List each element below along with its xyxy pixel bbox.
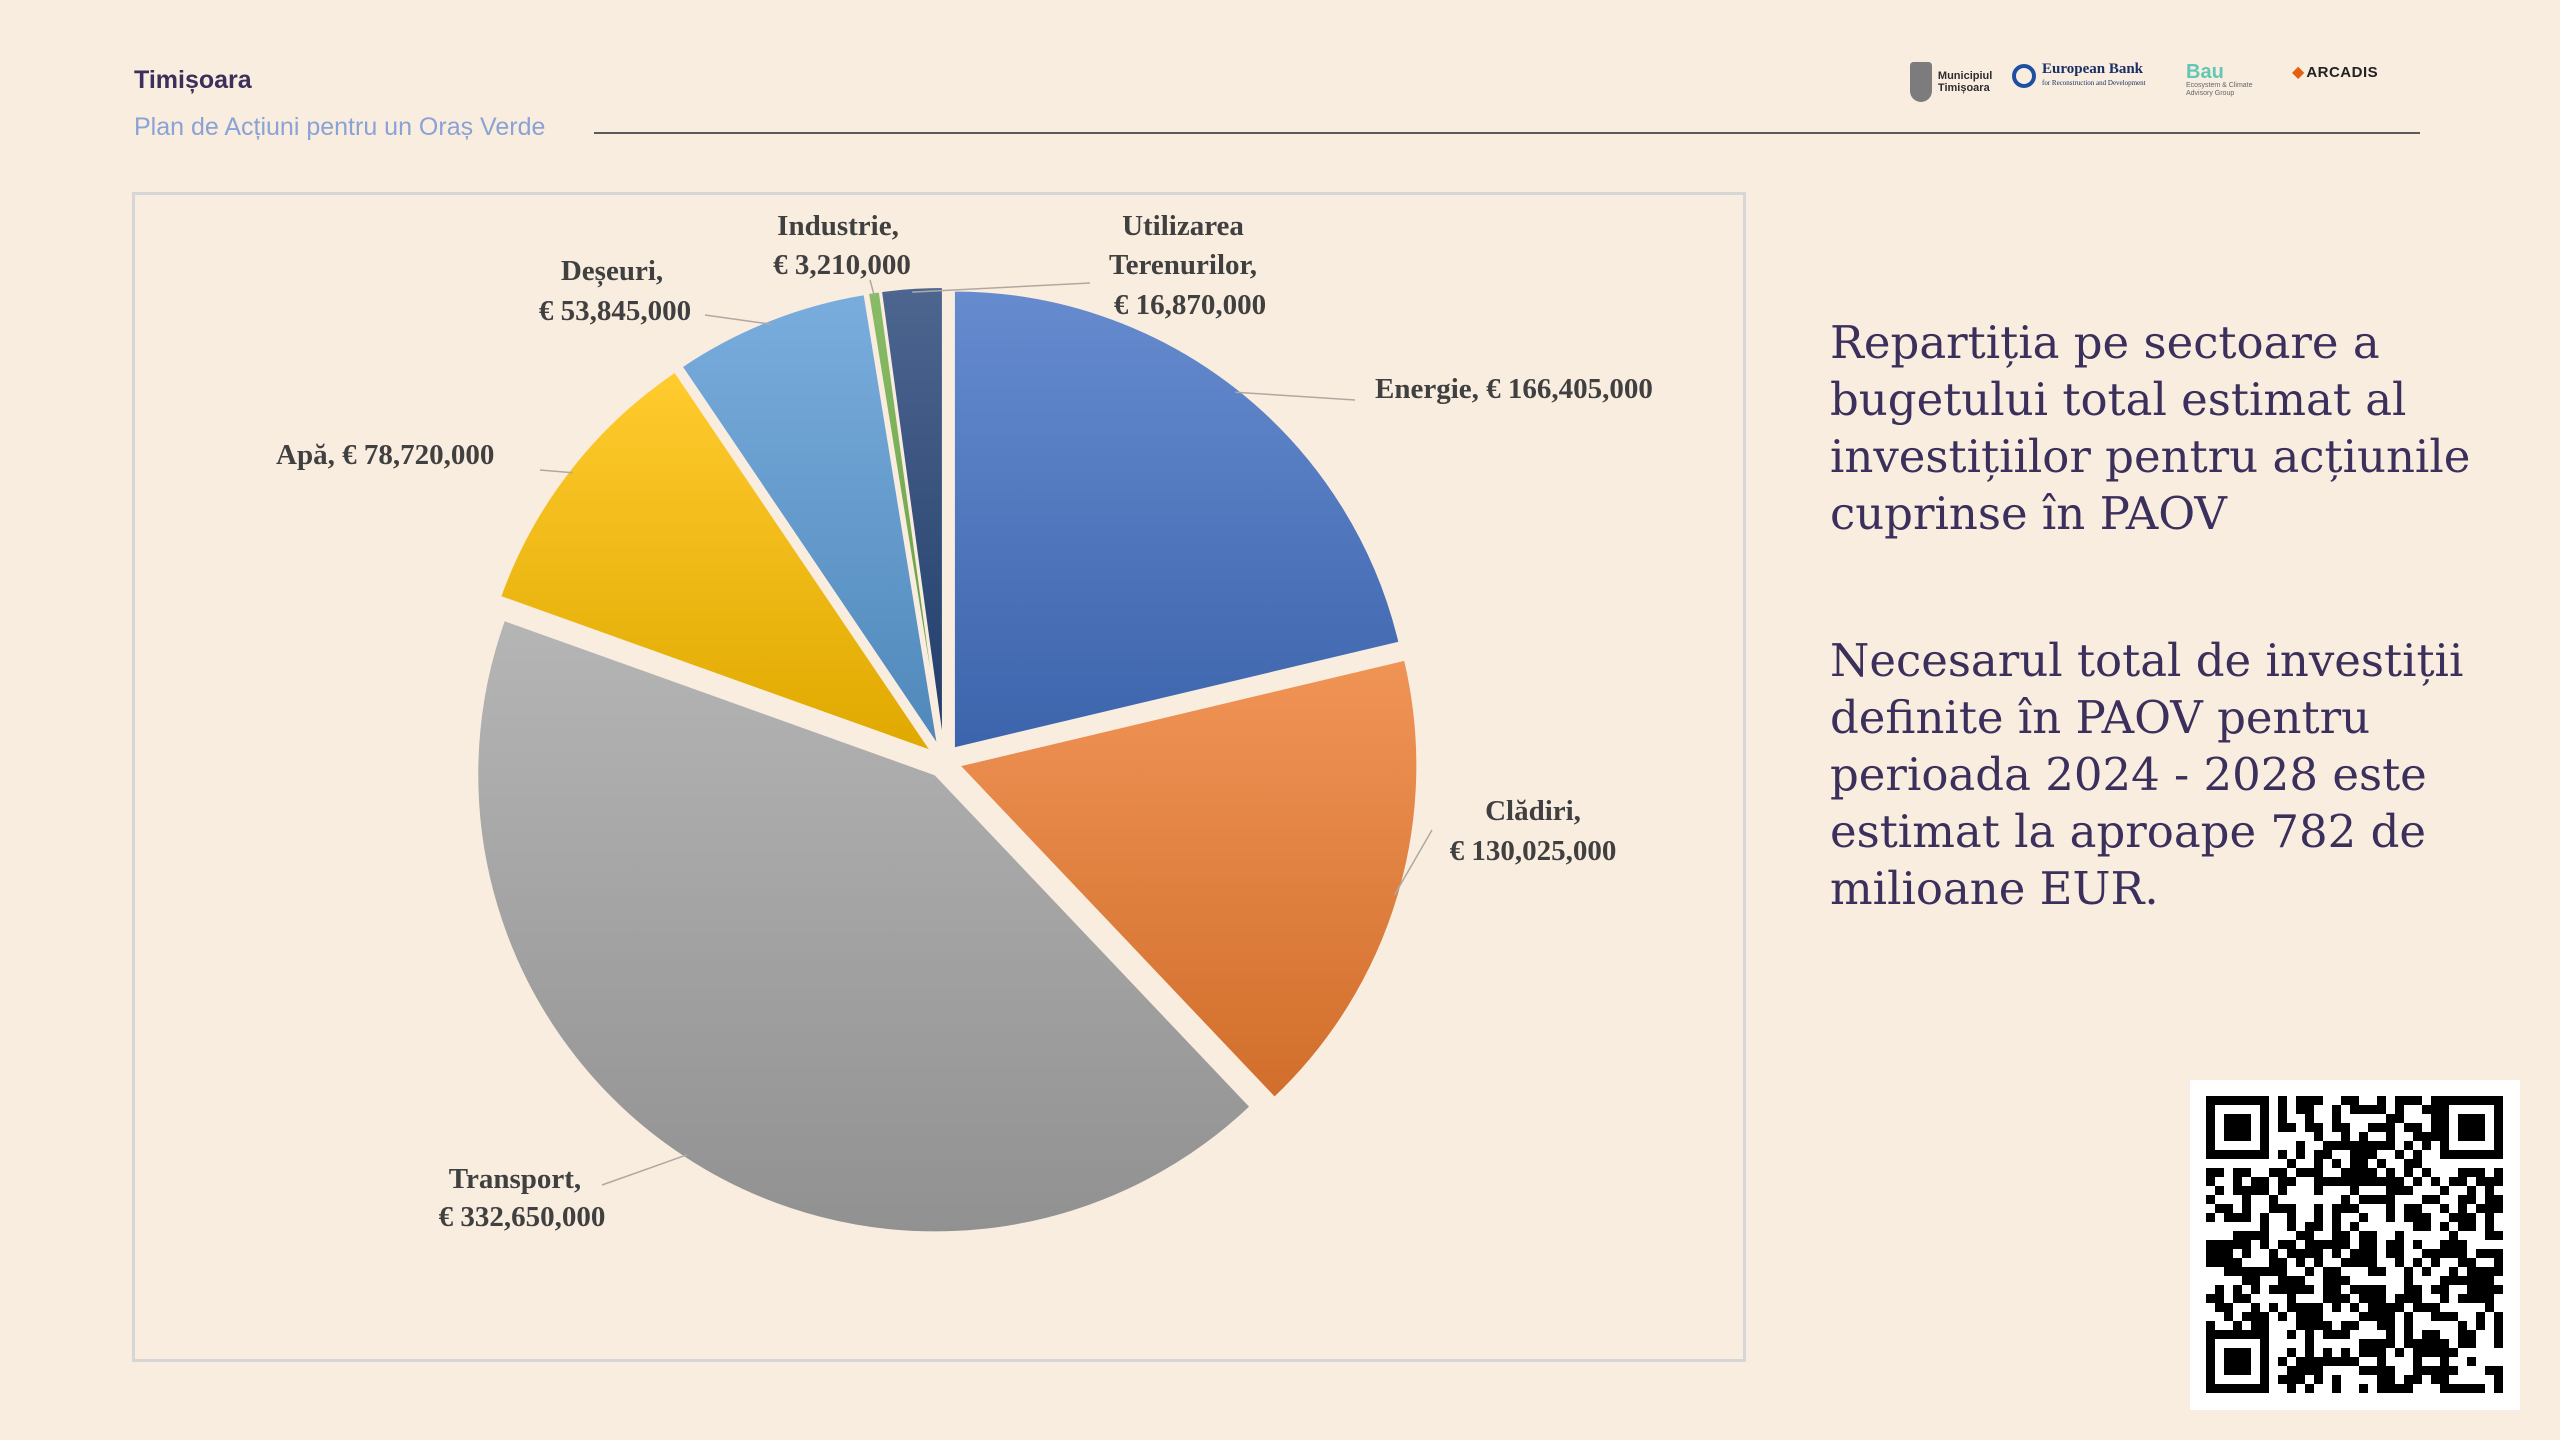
leader-line — [1235, 391, 1356, 401]
leader-line — [912, 282, 1091, 293]
data-label-industrie: Industrie, — [777, 210, 899, 242]
arcadis-logo-text: ARCADIS — [2306, 63, 2379, 81]
data-label-transport: € 332,650,000 — [439, 1201, 606, 1233]
pie-slice-utilizarea-terenurilor — [879, 286, 944, 746]
data-label-industrie: € 3,210,000 — [773, 249, 911, 281]
pie-slice-transport — [476, 618, 1252, 1234]
municipiu-logo-text: Municipiul Timișoara — [1937, 70, 1993, 94]
data-label-utilizarea-terenurilor: Utilizarea — [1122, 210, 1244, 242]
pie-slice-clădiri — [957, 658, 1419, 1100]
leader-line — [601, 1153, 688, 1186]
page-title: Timișoara — [134, 66, 252, 94]
data-label-clădiri: Clădiri, — [1485, 795, 1581, 827]
chart-description-heading: Repartiția pe sectoare a bugetului total… — [1830, 316, 2471, 540]
data-label-utilizarea-terenurilor: € 16,870,000 — [1114, 289, 1266, 321]
leader-line — [704, 314, 771, 325]
ebrd-logo-subtext: for Reconstruction and Development — [2042, 79, 2146, 87]
data-label-clădiri: € 130,025,000 — [1450, 835, 1617, 867]
data-label-deșeuri: Deșeuri, — [561, 255, 663, 288]
leader-line — [539, 469, 573, 474]
crest-icon — [1910, 62, 1932, 102]
bau-logo-subtext: Ecosystem & Climate Advisory Group — [2186, 82, 2253, 97]
pie-slice-deșeuri — [680, 292, 940, 747]
data-label-transport: Transport, — [449, 1163, 581, 1195]
pie-slice-energie — [952, 289, 1401, 750]
data-label-apă: Apă, € 78,720,000 — [276, 439, 494, 471]
arcadis-logo: ◆ ARCADIS — [2292, 62, 2432, 82]
leader-line — [1393, 829, 1433, 896]
bau-logo-text: Bau — [2186, 61, 2224, 83]
ebrd-logo: European Bank for Reconstruction and Deve… — [2012, 62, 2162, 90]
header-divider — [594, 132, 2420, 134]
ebrd-logo-text: European Bank — [2042, 61, 2144, 77]
page-subtitle: Plan de Acțiuni pentru un Oraș Verde — [134, 113, 546, 141]
bau-logo: Bau Ecosystem & Climate Advisory Group — [2186, 62, 2266, 98]
municipiul-timisoara-logo: Municipiul Timișoara — [1910, 62, 2030, 102]
data-label-deșeuri: € 53,845,000 — [539, 295, 691, 327]
ebrd-mark-icon — [2012, 64, 2036, 88]
pie-slice-apă — [498, 370, 934, 754]
investment-total-note: Necesarul total de investiții definite î… — [1830, 634, 2464, 915]
arcadis-mark-icon: ◆ — [2292, 64, 2305, 81]
leader-line — [869, 279, 876, 297]
chart-frame — [132, 192, 1746, 1362]
data-label-utilizarea-terenurilor: Terenurilor, — [1109, 249, 1257, 281]
qr-code — [2190, 1080, 2520, 1410]
data-label-energie: Energie, € 166,405,000 — [1375, 373, 1653, 405]
